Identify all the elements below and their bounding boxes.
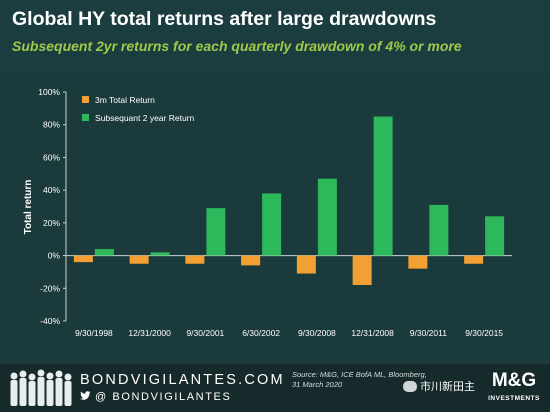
legend-label: 3m Total Return [95, 95, 155, 105]
wechat-watermark: 市川新田主 [403, 378, 475, 394]
y-axis-label: Total return [23, 180, 34, 235]
mg-logo-text: M&G [491, 370, 537, 391]
bar-subsequent-2yr-return [485, 216, 505, 256]
brand-name[interactable]: BONDVIGILANTES.COM [80, 372, 285, 388]
y-tick-label: -20% [40, 283, 60, 293]
source-line-2: 31 March 2020 [292, 380, 343, 389]
chart-title: Global HY total returns after large draw… [12, 8, 437, 30]
bar-subsequent-2yr-return [429, 204, 449, 256]
x-tick-label: 9/30/2008 [298, 328, 336, 338]
legend-swatch [82, 114, 89, 121]
legend-label: Subsequant 2 year Return [95, 113, 195, 123]
bar-subsequent-2yr-return [373, 116, 393, 256]
bar-subsequent-2yr-return [150, 252, 170, 256]
x-tick-label: 9/30/1998 [75, 328, 113, 338]
bar-subsequent-2yr-return [262, 193, 282, 256]
x-tick-label: 9/30/2001 [186, 328, 224, 338]
y-tick-label: 20% [43, 218, 60, 228]
x-tick-label: 9/30/2015 [465, 328, 503, 338]
bar-3m-total-return [185, 255, 205, 264]
bar-subsequent-2yr-return [206, 208, 226, 256]
handle-text: @ BONDVIGILANTES [95, 391, 232, 403]
x-tick-label: 12/31/2000 [128, 328, 171, 338]
bar-3m-total-return [296, 255, 316, 274]
y-tick-label: -40% [40, 316, 60, 326]
mg-logo: M&G INVESTMENTS [484, 368, 544, 408]
y-tick-label: 0% [48, 251, 61, 261]
wechat-icon [403, 380, 417, 392]
bar-3m-total-return [129, 255, 149, 264]
bar-subsequent-2yr-return [94, 249, 114, 256]
twitter-bird-icon [80, 391, 91, 403]
x-tick-label: 9/30/2011 [410, 328, 447, 338]
mg-logo-subtext: INVESTMENTS [488, 395, 540, 402]
chart-subtitle: Subsequent 2yr returns for each quarterl… [12, 38, 462, 54]
y-tick-label: 80% [43, 120, 60, 130]
x-tick-label: 6/30/2002 [242, 328, 280, 338]
x-tick-label: 12/31/2008 [351, 328, 394, 338]
bar-3m-total-return [408, 255, 428, 269]
legend-swatch [82, 96, 89, 103]
bar-3m-total-return [464, 255, 484, 264]
bar-3m-total-return [352, 255, 372, 286]
bar-3m-total-return [241, 255, 261, 266]
twitter-handle[interactable]: @ BONDVIGILANTES [80, 391, 231, 403]
crowd-silhouette-icon [10, 369, 72, 406]
y-tick-label: 100% [38, 87, 60, 97]
wechat-text: 市川新田主 [420, 381, 475, 393]
y-tick-label: 40% [43, 185, 60, 195]
bar-subsequent-2yr-return [317, 178, 337, 256]
bar-3m-total-return [73, 255, 93, 263]
source-line-1: Source: M&G, ICE BofA ML, Bloomberg, [292, 370, 427, 379]
footer-bar [0, 364, 550, 412]
y-tick-label: 60% [43, 152, 60, 162]
source-note: Source: M&G, ICE BofA ML, Bloomberg, 31 … [292, 370, 427, 390]
